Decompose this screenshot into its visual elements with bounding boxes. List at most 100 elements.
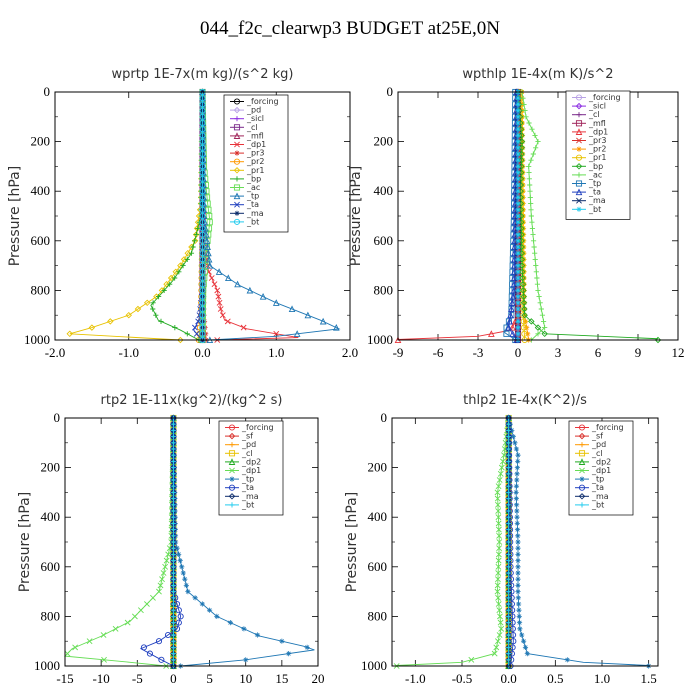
series-marker — [532, 132, 538, 138]
series-marker — [530, 238, 537, 244]
series-marker — [199, 169, 206, 176]
y-axis-label: Pressure [hPa] — [7, 166, 23, 266]
series-marker — [535, 331, 541, 337]
legend-entry: _tp — [246, 192, 259, 201]
series-marker — [518, 132, 525, 139]
series-marker — [199, 268, 206, 275]
series-marker — [527, 188, 533, 194]
series-line — [508, 91, 518, 341]
series-marker — [214, 287, 221, 294]
legend-entry: _mfl — [588, 119, 606, 128]
legend-entry: _pd — [246, 106, 261, 115]
series-marker — [496, 607, 503, 614]
series-marker — [494, 588, 501, 595]
legend: _forcing_sf_pd_cl_dp2_dp1_tp_ta_ma_bt — [218, 420, 284, 516]
series-marker — [170, 551, 177, 557]
legend-entry: _bt — [591, 500, 604, 509]
legend-marker — [228, 484, 236, 491]
series-marker — [515, 225, 521, 231]
series-marker — [515, 576, 521, 582]
series-marker — [170, 527, 177, 533]
series-marker — [519, 132, 526, 138]
series-marker — [182, 576, 188, 582]
series-marker — [167, 274, 175, 282]
legend-marker — [576, 206, 582, 212]
series-marker — [170, 558, 177, 564]
x-tick-label: 12 — [672, 345, 685, 360]
legend-marker — [233, 98, 241, 105]
series-marker — [240, 324, 247, 331]
series-marker — [506, 607, 512, 613]
series-marker — [495, 526, 502, 533]
x-tick-label: 15 — [275, 671, 288, 686]
series-marker — [501, 452, 507, 459]
legend-marker — [578, 484, 586, 491]
series-marker — [183, 582, 189, 588]
series-marker — [199, 237, 206, 244]
legend-marker — [234, 210, 240, 216]
series-marker — [521, 275, 527, 281]
series-marker — [88, 324, 96, 331]
y-tick-label: 600 — [368, 559, 388, 574]
series-marker — [170, 644, 177, 650]
series-marker — [527, 194, 533, 200]
series-marker — [515, 589, 521, 595]
x-tick-label: 0.5 — [547, 671, 563, 686]
y-tick-label: 800 — [41, 608, 61, 623]
series-marker — [518, 237, 525, 245]
series-marker — [137, 607, 144, 614]
legend-marker — [575, 154, 583, 161]
series-marker — [506, 626, 512, 632]
legend-entry: _dp1 — [241, 466, 261, 475]
legend-entry: _bt — [246, 217, 259, 226]
series-marker — [272, 299, 280, 306]
x-tick-label: 0 — [170, 671, 177, 686]
series-marker — [520, 176, 526, 182]
series-marker — [170, 545, 177, 551]
series-marker — [170, 589, 177, 595]
series-marker — [177, 613, 184, 620]
series-marker — [520, 318, 527, 325]
legend-entry: _ma — [246, 209, 264, 218]
series-marker — [535, 287, 541, 293]
series-marker — [176, 551, 182, 557]
series-marker — [506, 458, 512, 464]
series-marker — [125, 311, 132, 319]
series-marker — [199, 175, 206, 182]
legend-marker — [578, 424, 586, 431]
y-tick-label: 800 — [368, 608, 388, 623]
legend-entry: _dp1 — [591, 466, 611, 475]
series-marker — [199, 163, 206, 170]
legend-entry: _bt — [241, 500, 254, 509]
legend-entry: _ta — [246, 200, 259, 209]
series-marker — [515, 232, 521, 238]
legend-marker — [575, 94, 583, 101]
series-marker — [506, 564, 512, 570]
series-marker — [170, 502, 177, 508]
legend-marker — [228, 458, 236, 465]
series-marker — [506, 514, 512, 520]
series-marker — [170, 434, 177, 440]
series-marker — [513, 483, 520, 489]
x-tick-label: 2.0 — [342, 345, 358, 360]
series-marker — [516, 620, 523, 626]
series-marker — [170, 539, 177, 545]
series-marker — [158, 656, 165, 663]
series-marker — [170, 483, 177, 489]
series-marker — [515, 188, 521, 194]
series-marker — [515, 145, 521, 151]
series-marker — [510, 434, 516, 440]
series-marker — [170, 595, 177, 601]
series-marker — [520, 312, 527, 319]
series-marker — [506, 520, 512, 526]
series-marker — [514, 527, 521, 533]
series-marker — [488, 330, 495, 337]
series-marker — [519, 120, 525, 126]
series-marker — [519, 632, 525, 638]
series-marker — [498, 625, 505, 632]
series-marker — [495, 508, 502, 514]
series-marker — [185, 589, 191, 595]
y-axis-label: Pressure [hPa] — [348, 166, 364, 266]
series-marker — [234, 280, 241, 288]
series-marker — [506, 651, 512, 657]
